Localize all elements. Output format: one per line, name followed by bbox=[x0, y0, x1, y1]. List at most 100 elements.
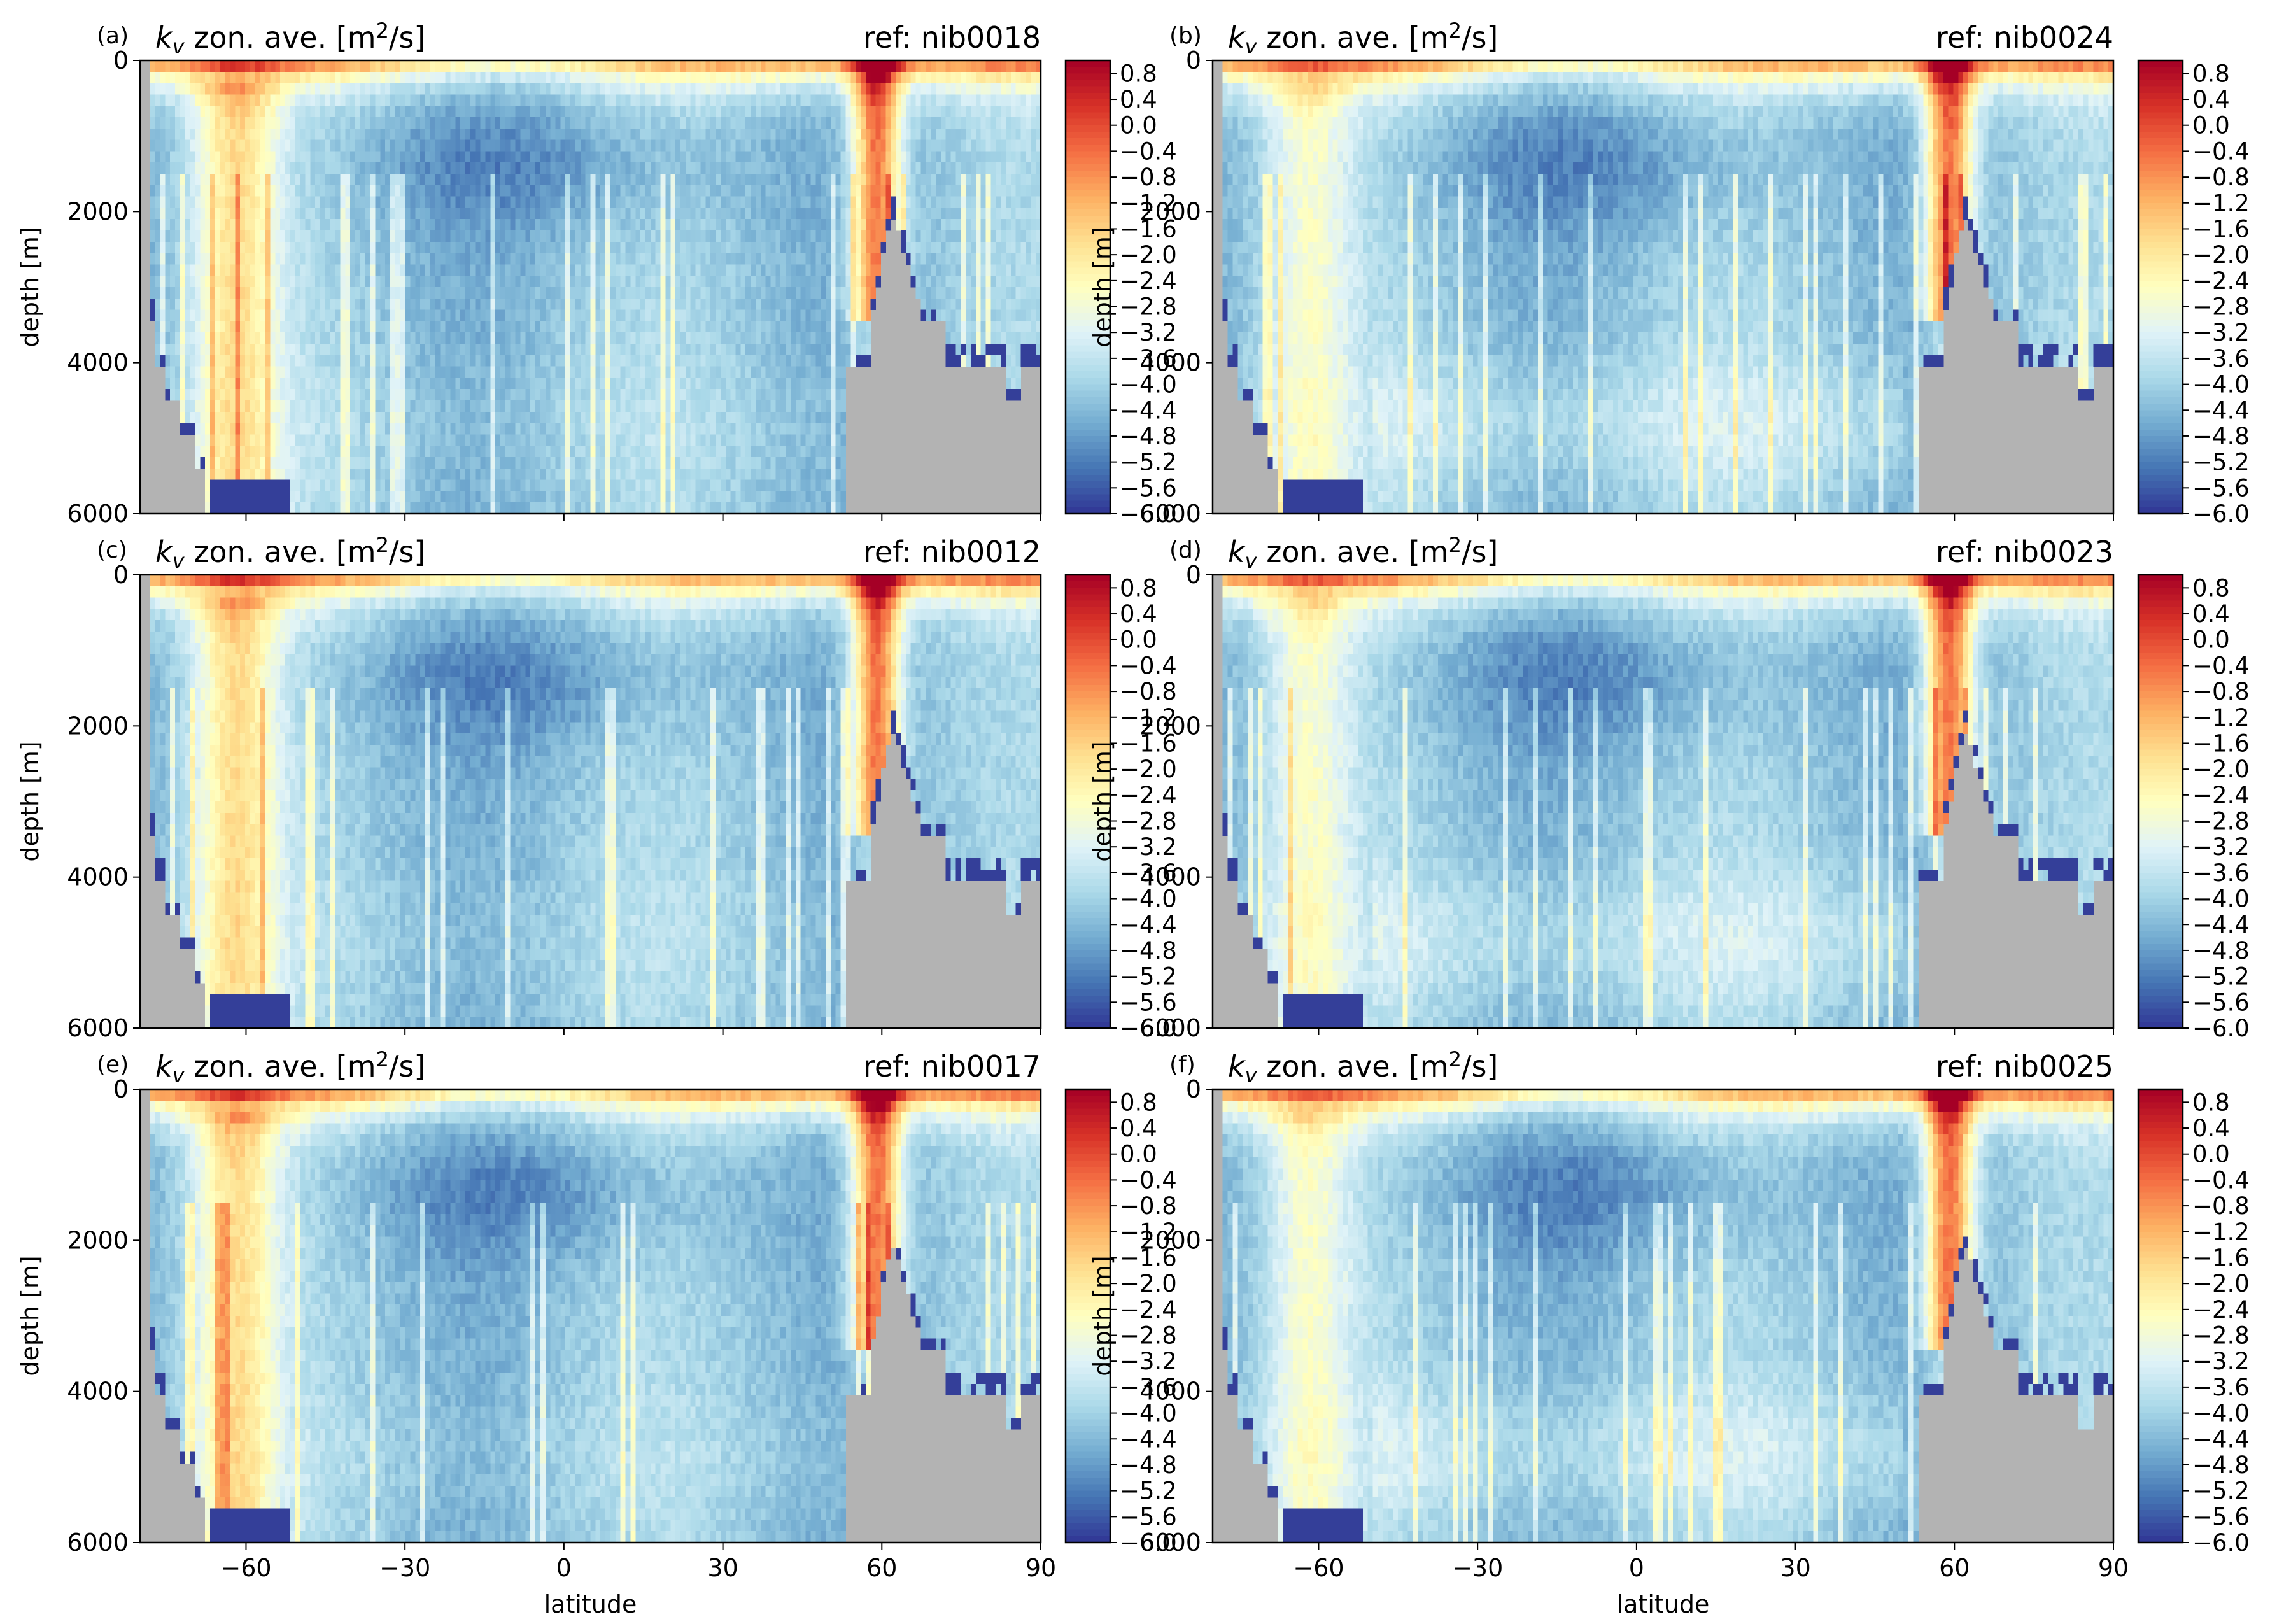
heatmap-cell bbox=[435, 287, 441, 299]
heatmap-cell bbox=[325, 264, 331, 276]
heatmap-cell bbox=[775, 219, 781, 231]
heatmap-cell bbox=[735, 60, 741, 73]
heatmap-cell bbox=[395, 344, 401, 356]
heatmap-cell bbox=[575, 389, 581, 401]
heatmap-cell bbox=[200, 230, 206, 243]
heatmap-cell bbox=[640, 309, 646, 321]
heatmap-cell bbox=[300, 94, 306, 106]
heatmap-cell bbox=[185, 60, 191, 73]
heatmap-cell bbox=[625, 208, 631, 220]
heatmap-cell bbox=[400, 457, 406, 469]
heatmap-cell bbox=[480, 128, 486, 141]
heatmap-cell bbox=[520, 196, 526, 208]
heatmap-cell bbox=[680, 389, 686, 401]
heatmap-cell bbox=[200, 332, 206, 344]
heatmap-cell bbox=[751, 434, 756, 446]
heatmap-cell bbox=[635, 106, 641, 118]
heatmap-cell bbox=[550, 468, 556, 481]
heatmap-cell bbox=[760, 378, 766, 390]
heatmap-cell bbox=[770, 71, 776, 84]
heatmap-cell bbox=[240, 241, 246, 254]
heatmap-cell bbox=[370, 287, 376, 299]
heatmap-cell bbox=[310, 151, 316, 163]
heatmap-cell bbox=[610, 309, 616, 321]
heatmap-cell bbox=[640, 117, 646, 129]
heatmap-cell bbox=[615, 502, 621, 514]
heatmap-cell bbox=[355, 468, 361, 481]
heatmap-cell bbox=[665, 241, 671, 254]
heatmap-cell bbox=[610, 128, 616, 141]
heatmap-cell bbox=[555, 366, 561, 378]
heatmap-cell bbox=[290, 151, 296, 163]
heatmap-cell bbox=[645, 479, 651, 491]
heatmap-cell bbox=[460, 457, 466, 469]
heatmap-cell bbox=[435, 196, 441, 208]
heatmap-cell bbox=[500, 151, 506, 163]
heatmap-cell bbox=[320, 117, 326, 129]
heatmap-cell bbox=[265, 208, 271, 220]
heatmap-cell bbox=[400, 241, 406, 254]
heatmap-cell bbox=[200, 208, 206, 220]
heatmap-cell bbox=[490, 434, 496, 446]
heatmap-cell bbox=[786, 162, 791, 174]
heatmap-cell bbox=[690, 468, 696, 481]
heatmap-cell bbox=[180, 162, 186, 174]
heatmap-cell bbox=[405, 230, 411, 243]
heatmap-cell bbox=[235, 423, 241, 435]
heatmap-cell bbox=[255, 309, 261, 321]
heatmap-cell bbox=[340, 174, 346, 186]
heatmap-cell bbox=[385, 332, 391, 344]
heatmap-cell bbox=[245, 446, 251, 458]
heatmap-cell bbox=[485, 411, 491, 424]
heatmap-cell bbox=[230, 479, 236, 491]
heatmap-cell bbox=[405, 411, 411, 424]
heatmap-cell bbox=[610, 366, 616, 378]
heatmap-cell bbox=[185, 230, 191, 243]
heatmap-cell bbox=[685, 83, 691, 95]
heatmap-cell bbox=[570, 117, 576, 129]
heatmap-cell bbox=[605, 117, 611, 129]
heatmap-cell bbox=[360, 106, 366, 118]
heatmap-cell bbox=[710, 60, 716, 73]
heatmap-cell bbox=[275, 457, 281, 469]
heatmap-cell bbox=[655, 94, 661, 106]
heatmap-cell bbox=[395, 139, 401, 152]
heatmap-cell bbox=[250, 366, 256, 378]
heatmap-cell bbox=[190, 128, 196, 141]
heatmap-cell bbox=[280, 196, 286, 208]
heatmap-cell bbox=[710, 208, 716, 220]
heatmap-cell bbox=[220, 151, 226, 163]
heatmap-cell bbox=[510, 446, 516, 458]
heatmap-cell bbox=[780, 151, 786, 163]
heatmap-cell bbox=[755, 434, 761, 446]
heatmap-cell bbox=[560, 468, 566, 481]
heatmap-cell bbox=[775, 253, 781, 265]
heatmap-cell bbox=[555, 468, 561, 481]
heatmap-cell bbox=[525, 468, 531, 481]
heatmap-cell bbox=[710, 298, 716, 311]
heatmap-cell bbox=[760, 298, 766, 311]
heatmap-cell bbox=[400, 83, 406, 95]
heatmap-cell bbox=[520, 253, 526, 265]
heatmap-cell bbox=[620, 230, 626, 243]
heatmap-cell bbox=[735, 71, 741, 84]
heatmap-cell bbox=[390, 502, 396, 514]
heatmap-cell bbox=[720, 366, 726, 378]
heatmap-cell bbox=[550, 106, 556, 118]
heatmap-cell bbox=[420, 287, 426, 299]
heatmap-cell bbox=[780, 264, 786, 276]
heatmap-cell bbox=[525, 230, 531, 243]
heatmap-cell bbox=[645, 298, 651, 311]
heatmap-cell bbox=[610, 321, 616, 333]
heatmap-cell bbox=[430, 479, 436, 491]
heatmap-cell bbox=[370, 491, 376, 503]
heatmap-cell bbox=[675, 355, 681, 367]
heatmap-cell bbox=[495, 139, 501, 152]
heatmap-cell bbox=[375, 230, 381, 243]
heatmap-cell bbox=[735, 208, 741, 220]
heatmap-cell bbox=[245, 83, 251, 95]
heatmap-cell bbox=[240, 208, 246, 220]
heatmap-cell bbox=[535, 344, 541, 356]
heatmap-cell bbox=[490, 355, 496, 367]
heatmap-cell bbox=[650, 94, 656, 106]
